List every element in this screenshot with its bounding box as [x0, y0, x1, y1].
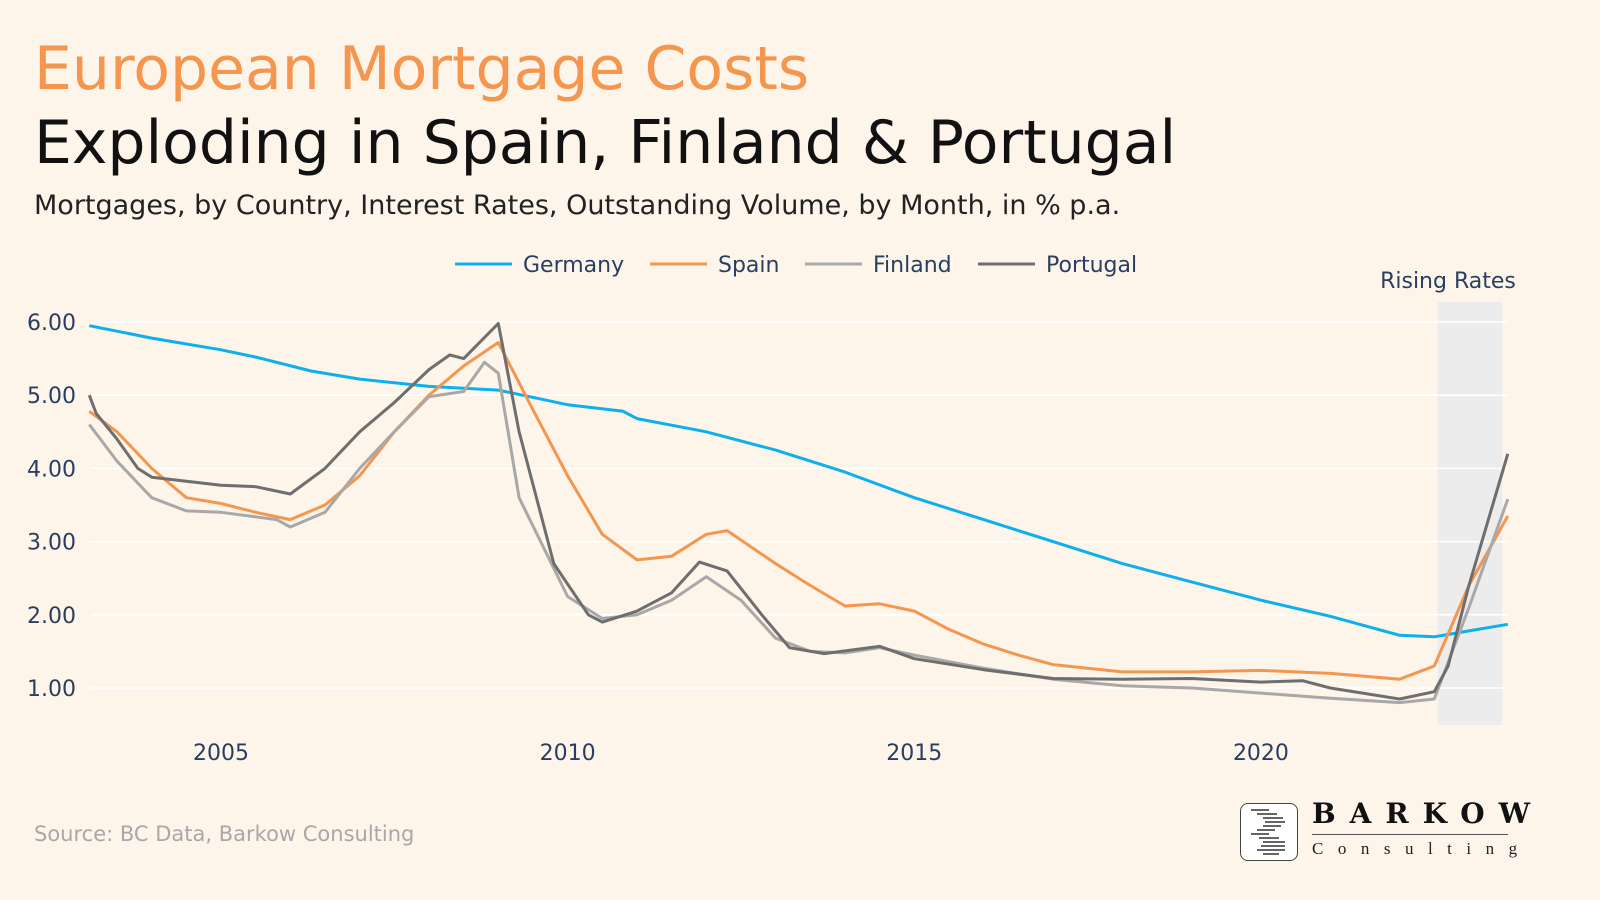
x-tick-label: 2015 [886, 741, 942, 766]
chart-subtitle: Exploding in Spain, Finland & Portugal [34, 108, 1177, 178]
y-tick-label: 1.00 [27, 677, 76, 702]
y-tick-label: 3.00 [27, 531, 76, 556]
logo-name: BARKOW [1312, 797, 1545, 830]
chart-title: European Mortgage Costs [34, 34, 810, 104]
y-tick-label: 6.00 [27, 311, 76, 336]
legend-label-spain: Spain [718, 253, 779, 278]
legend-label-finland: Finland [873, 253, 952, 278]
legend-label-portugal: Portugal [1046, 253, 1137, 278]
x-tick-label: 2010 [540, 741, 596, 766]
y-tick-label: 5.00 [27, 384, 76, 409]
logo-subtitle: Consulting [1312, 839, 1532, 858]
y-tick-label: 2.00 [27, 604, 76, 629]
legend-label-germany: Germany [523, 253, 624, 278]
rising-rates-label: Rising Rates [1380, 269, 1516, 294]
series-line-portugal [87, 322, 1510, 701]
logo-mark-icon [1240, 803, 1298, 861]
x-tick-label: 2005 [193, 741, 249, 766]
series-line-germany [89, 324, 1509, 639]
x-tick-label: 2020 [1233, 741, 1289, 766]
source-note: Source: BC Data, Barkow Consulting [34, 822, 415, 846]
chart-description: Mortgages, by Country, Interest Rates, O… [34, 190, 1121, 221]
y-tick-label: 4.00 [27, 457, 76, 482]
series-line-finland [88, 360, 1510, 705]
series-line-spain [88, 341, 1510, 681]
logo-divider [1312, 834, 1508, 835]
